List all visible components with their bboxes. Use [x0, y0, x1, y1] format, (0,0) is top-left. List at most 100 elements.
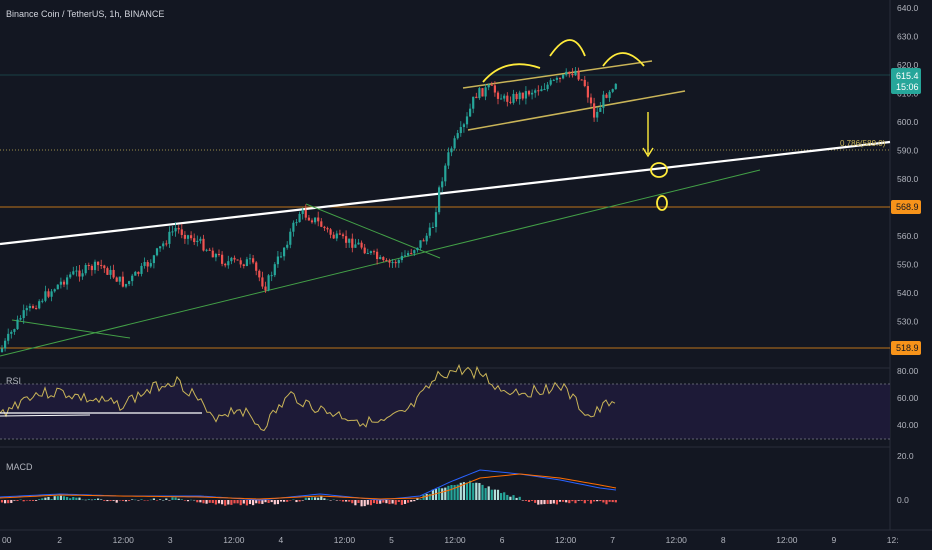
macd-bar	[112, 500, 115, 501]
candle-body	[571, 73, 574, 76]
time-tick-label: 12:00	[776, 535, 798, 545]
macd-bar	[258, 500, 261, 504]
macd-bar	[106, 500, 109, 502]
macd-bar	[109, 500, 112, 501]
price-tick-label: 630.0	[897, 32, 919, 42]
level-tag-568	[891, 200, 921, 214]
macd-bar	[543, 500, 546, 505]
macd-bar	[4, 500, 7, 504]
macd-bar	[506, 494, 509, 500]
candle-body	[376, 251, 379, 260]
macd-bar	[400, 500, 403, 505]
candle-body	[354, 244, 357, 248]
macd-bar	[410, 500, 413, 502]
time-tick-label: 9	[832, 535, 837, 545]
candle-body	[357, 242, 360, 245]
macd-bar	[503, 492, 506, 500]
macd-bar	[351, 500, 354, 504]
macd-bar	[221, 500, 224, 505]
macd-bar	[28, 500, 31, 501]
macd-bar	[149, 499, 152, 501]
macd-bar	[186, 500, 190, 502]
macd-bar	[323, 498, 326, 500]
candle-body	[462, 124, 465, 128]
macd-bar	[614, 500, 617, 503]
candle-body	[270, 275, 273, 277]
macd-bar	[568, 500, 571, 504]
macd-bar	[335, 500, 338, 501]
time-tick-label: 00	[2, 535, 12, 545]
candle-body	[109, 269, 112, 275]
macd-bar	[602, 500, 605, 503]
candle-body	[264, 286, 267, 291]
candle-body	[360, 242, 363, 248]
macd-bar	[31, 500, 35, 501]
candle-body	[16, 319, 19, 330]
candle-body	[199, 238, 202, 241]
candle-body	[487, 84, 490, 88]
candle-body	[345, 236, 348, 243]
macd-bar	[577, 500, 580, 501]
candle-body	[84, 265, 87, 274]
candle-body	[562, 74, 565, 79]
macd-bar	[382, 500, 385, 503]
time-axis[interactable]: 00 2 12:00 3 12:00 4 12:00 5 12:00 6 12:00 7 12:00 8 1…	[2, 535, 899, 545]
macd-bar	[586, 500, 589, 501]
time-tick-label: 5	[389, 535, 394, 545]
macd-bar	[146, 500, 149, 501]
price-tick-label: 560.0	[897, 231, 919, 241]
macd-bar	[66, 497, 69, 500]
macd-bar	[171, 497, 174, 500]
macd-bar	[44, 497, 47, 500]
candle-body	[236, 259, 239, 261]
macd-bar	[180, 499, 183, 500]
macd-bar	[360, 500, 363, 507]
macd-bar	[413, 500, 416, 502]
fib-label: 0.786(589.0)	[840, 139, 886, 148]
candle-body	[50, 291, 53, 297]
time-tick-label: 12:00	[334, 535, 356, 545]
macd-bar	[509, 496, 512, 500]
candle-body	[577, 70, 580, 80]
candle-body	[596, 111, 599, 118]
candle-body	[475, 96, 478, 99]
macd-bar	[345, 500, 348, 502]
macd-bar	[255, 500, 258, 504]
macd-bar	[534, 500, 537, 503]
macd-bar	[376, 500, 379, 504]
candle-body	[469, 108, 472, 117]
target-circle-1	[650, 162, 668, 178]
candle-body	[465, 116, 469, 125]
macd-bar	[239, 500, 242, 506]
candle-body	[605, 94, 608, 98]
candle-body	[159, 246, 162, 249]
macd-bar	[571, 500, 574, 502]
macd-bar	[562, 500, 565, 502]
projection-arrow	[642, 112, 654, 158]
candle-body	[258, 270, 261, 278]
macd-bar	[35, 500, 38, 501]
candle-body	[31, 305, 35, 309]
rsi-axis[interactable]: 80.00 60.00 40.00	[897, 366, 919, 430]
macd-bar	[310, 497, 314, 500]
macd-bar	[428, 493, 431, 500]
macd-bar	[354, 500, 357, 506]
macd-bar	[531, 500, 534, 501]
candle-body	[93, 261, 97, 271]
macd-bar	[558, 500, 562, 502]
macd-bar	[295, 500, 298, 503]
chart-title: Binance Coin / TetherUS, 1h, BINANCE	[6, 9, 164, 19]
macd-bar	[143, 500, 146, 501]
shoulder-right-marker	[602, 52, 645, 67]
macd-bar	[13, 500, 16, 501]
rising-support-line	[0, 169, 761, 357]
candle-body	[112, 269, 115, 278]
price-tick-label: 620.0	[897, 60, 919, 70]
macd-axis[interactable]: 20.0 0.0	[897, 451, 914, 505]
macd-bar	[190, 499, 193, 501]
macd-bar	[174, 497, 177, 500]
macd-bar	[512, 495, 515, 500]
macd-bar	[196, 500, 199, 503]
candle-body	[233, 257, 236, 260]
